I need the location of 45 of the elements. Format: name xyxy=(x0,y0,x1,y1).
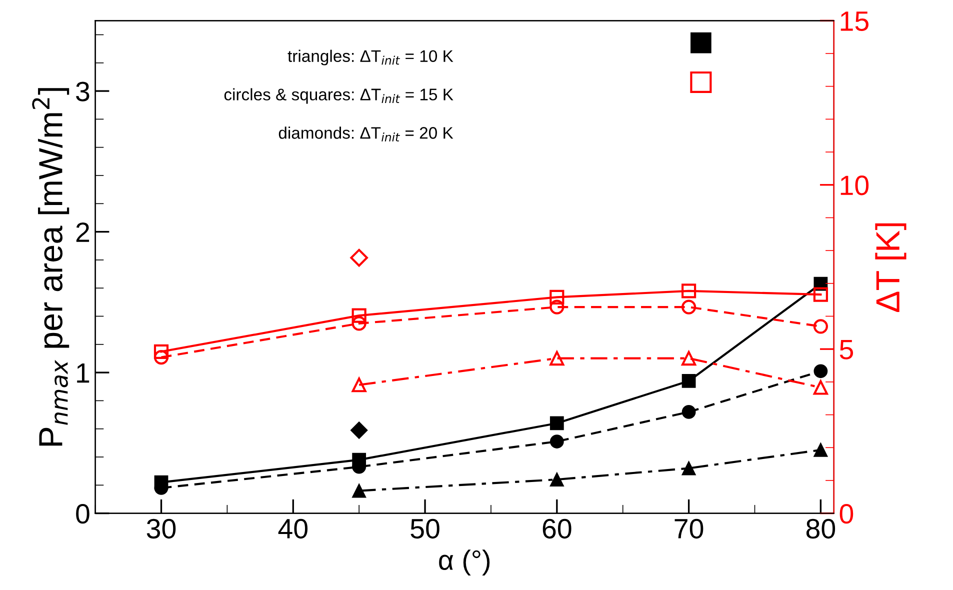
y2-tick-label: 5 xyxy=(840,340,854,360)
x-tick-label: 60 xyxy=(542,518,572,539)
annotation: triangles: ΔT$_{init}$ = 10 K xyxy=(288,50,454,66)
point xyxy=(550,472,564,486)
point xyxy=(682,300,696,314)
point xyxy=(352,316,366,331)
point xyxy=(682,405,696,419)
x-axis-title: α (°) xyxy=(439,550,490,576)
y2-tick-label: 0 xyxy=(840,504,854,524)
point xyxy=(352,378,366,392)
x-tick-label: 40 xyxy=(278,518,308,539)
y-tick-label: 2 xyxy=(76,222,90,242)
point xyxy=(550,416,564,430)
point xyxy=(814,443,828,457)
point xyxy=(154,350,169,365)
point xyxy=(550,350,564,366)
point xyxy=(682,461,696,476)
x-tick-label: 70 xyxy=(674,518,704,539)
y-axis-title: P$_{nmax}$ per area [mW/m$^{2}$] xyxy=(32,88,70,446)
point xyxy=(813,319,828,334)
point xyxy=(350,422,368,439)
x-tick-label: 30 xyxy=(146,518,176,539)
point xyxy=(352,484,366,498)
point xyxy=(682,350,696,366)
point xyxy=(350,248,368,267)
y2-tick-label: 10 xyxy=(840,176,869,196)
y-tick-label: 3 xyxy=(76,82,90,102)
point xyxy=(550,300,564,314)
point xyxy=(814,364,828,378)
y2-tick-label: 15 xyxy=(840,12,868,31)
point xyxy=(813,380,828,395)
y-tick-label: 1 xyxy=(77,364,90,383)
point xyxy=(682,374,696,388)
x-tick-label: 80 xyxy=(806,518,836,539)
annotation: circles & squares: ΔT$_{init}$ = 15 K xyxy=(224,88,454,104)
point xyxy=(352,308,366,323)
x-tick-label: 50 xyxy=(410,518,440,539)
point xyxy=(550,434,564,448)
y2-axis-title: ΔT [K] xyxy=(875,223,906,312)
annotation: diamonds: ΔT$_{init}$ = 20 K xyxy=(278,126,454,142)
point xyxy=(550,290,564,304)
y-tick-label: 0 xyxy=(76,504,90,524)
point xyxy=(813,287,828,302)
point xyxy=(682,284,696,298)
point xyxy=(154,344,169,360)
